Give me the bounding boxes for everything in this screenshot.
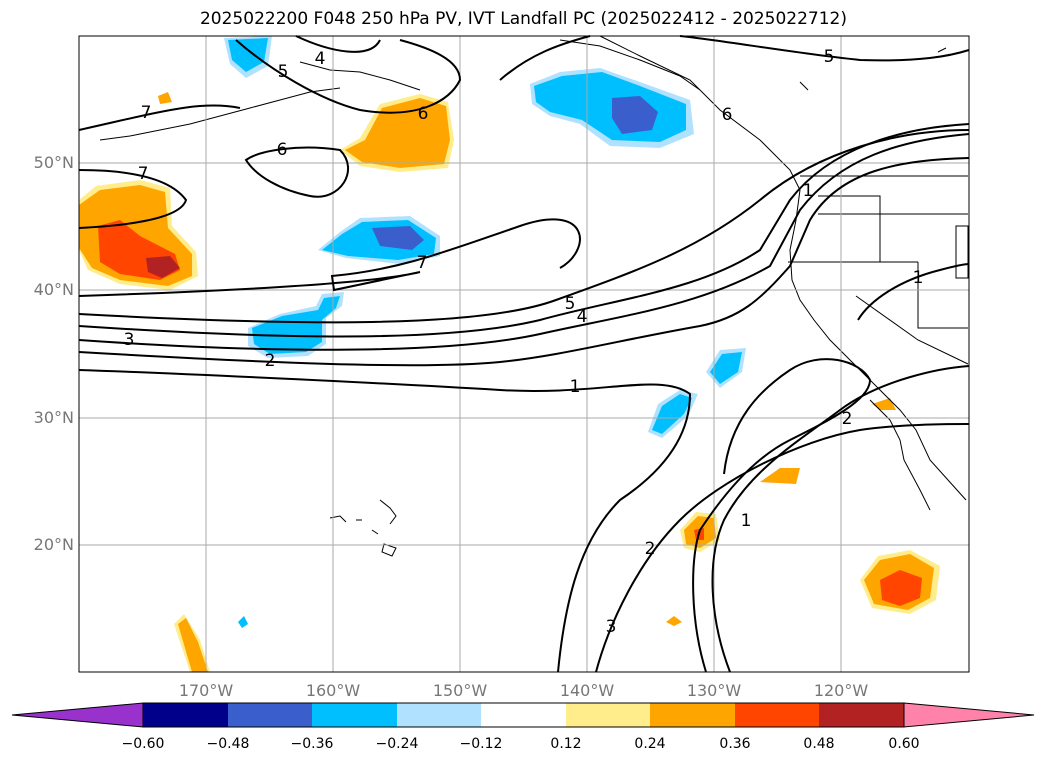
colorbar-tick-label: −0.36: [290, 736, 334, 752]
lat-tick-label: 30°N: [33, 408, 74, 427]
lon-tick-label: 160°W: [305, 681, 361, 700]
colorbar-frame: [142, 702, 905, 728]
lon-tick-label: 150°W: [432, 681, 488, 700]
lon-tick-label: 140°W: [559, 681, 615, 700]
colorbar-bin: [481, 703, 566, 727]
colorbar-bin: [312, 703, 397, 727]
colorbar-tick-label: 0.60: [888, 736, 920, 752]
colorbar-tick-label: 0.24: [634, 736, 666, 752]
colorbar-tick-label: 0.36: [719, 736, 751, 752]
colorbar-tick-label: −0.48: [206, 736, 250, 752]
colorbar-bin: [228, 703, 312, 727]
shaded-anomalies: [79, 36, 940, 672]
contour-label: 4: [577, 307, 588, 327]
contour-label: 5: [824, 47, 835, 67]
contour-label: 5: [278, 62, 289, 82]
contour-label: 2: [842, 409, 853, 429]
colorbar: [11, 702, 1035, 728]
contour-label: 1: [570, 377, 581, 397]
contour-label: 6: [418, 104, 429, 124]
map-frame: [78, 35, 970, 673]
contour-label: 7: [417, 253, 428, 273]
contour-label: 1: [803, 181, 814, 201]
contour-label: 1: [741, 511, 752, 531]
contour-lines: [78, 35, 970, 673]
colorbar-bin: [566, 703, 650, 727]
lat-tick-label: 40°N: [33, 280, 74, 299]
coastlines: [99, 35, 969, 557]
colorbar-extend-low: [11, 702, 144, 728]
lat-tick-label: 20°N: [33, 535, 74, 554]
colorbar-bin: [735, 703, 819, 727]
lon-tick-label: 130°W: [686, 681, 742, 700]
colorbar-tick-label: −0.60: [121, 736, 165, 752]
colorbar-bin: [397, 703, 481, 727]
contour-label: 2: [265, 351, 276, 371]
colorbar-tick-label: −0.24: [375, 736, 419, 752]
contour-label: 6: [277, 140, 288, 160]
contour-label: 3: [124, 330, 135, 350]
colorbar-tick-label: 0.48: [803, 736, 835, 752]
contour-label: 3: [606, 617, 617, 637]
graticule: [79, 36, 969, 672]
map-title: 2025022200 F048 250 hPa PV, IVT Landfall…: [199, 9, 847, 29]
contour-label: 6: [722, 105, 733, 125]
contour-labels: 7 5 4 6 6 6 7 7 5 4 3 2 1 1 2 2 1 3 5 1: [124, 47, 924, 637]
colorbar-extend-high: [903, 702, 1035, 728]
contour-label: 1: [913, 268, 924, 288]
colorbar-tick-label: −0.12: [459, 736, 503, 752]
colorbar-tick-label: 0.12: [550, 736, 582, 752]
contour-label: 5: [565, 294, 576, 314]
contour-label: 4: [315, 49, 326, 69]
contour-label: 7: [138, 164, 149, 184]
colorbar-bin: [819, 703, 904, 727]
lon-tick-label: 120°W: [813, 681, 869, 700]
colorbar-bin: [143, 703, 228, 727]
colorbar-bin: [650, 703, 735, 727]
lat-tick-label: 50°N: [33, 153, 74, 172]
contour-label: 2: [645, 539, 656, 559]
contour-label: 7: [141, 103, 152, 123]
lon-tick-label: 170°W: [178, 681, 234, 700]
